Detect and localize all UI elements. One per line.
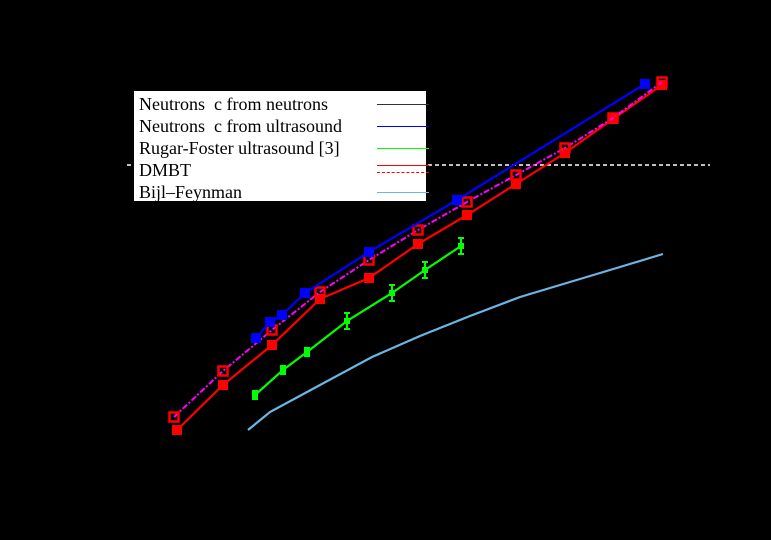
legend-label: DMBT — [139, 160, 192, 180]
legend-label: Rugar-Foster ultrasound [3] — [139, 138, 340, 158]
series-neutrons-c-from-ultrasound — [251, 79, 650, 343]
legend-line-black — [377, 104, 429, 105]
legend-label: Neutrons c from ultrasound — [139, 116, 342, 136]
legend: Neutrons c from neutrons Neutrons c from… — [133, 90, 429, 203]
legend-item-neutrons-c-ultrasound: Neutrons c from ultrasound — [139, 115, 429, 137]
series-layer — [168, 76, 668, 435]
legend-item-rugar-foster: Rugar-Foster ultrasound [3] — [139, 137, 429, 159]
series-dmbt-dash-dot- — [168, 76, 668, 423]
legend-line-blue — [377, 126, 429, 127]
legend-line-red — [377, 165, 429, 166]
legend-item-neutrons-c-neutrons: Neutrons c from neutrons — [139, 93, 429, 115]
legend-line-red-dashdot — [377, 172, 429, 173]
legend-item-bijl-feynman: Bijl–Feynman — [139, 181, 429, 203]
legend-line-lightblue — [377, 192, 429, 193]
series-bijl-feynman — [247, 252, 664, 431]
legend-label: Neutrons c from neutrons — [139, 94, 328, 114]
legend-line-green — [377, 148, 429, 149]
series-rugar-foster-ultrasound-3- — [252, 237, 464, 400]
legend-label: Bijl–Feynman — [139, 182, 242, 202]
legend-item-dmbt: DMBT — [139, 159, 429, 181]
